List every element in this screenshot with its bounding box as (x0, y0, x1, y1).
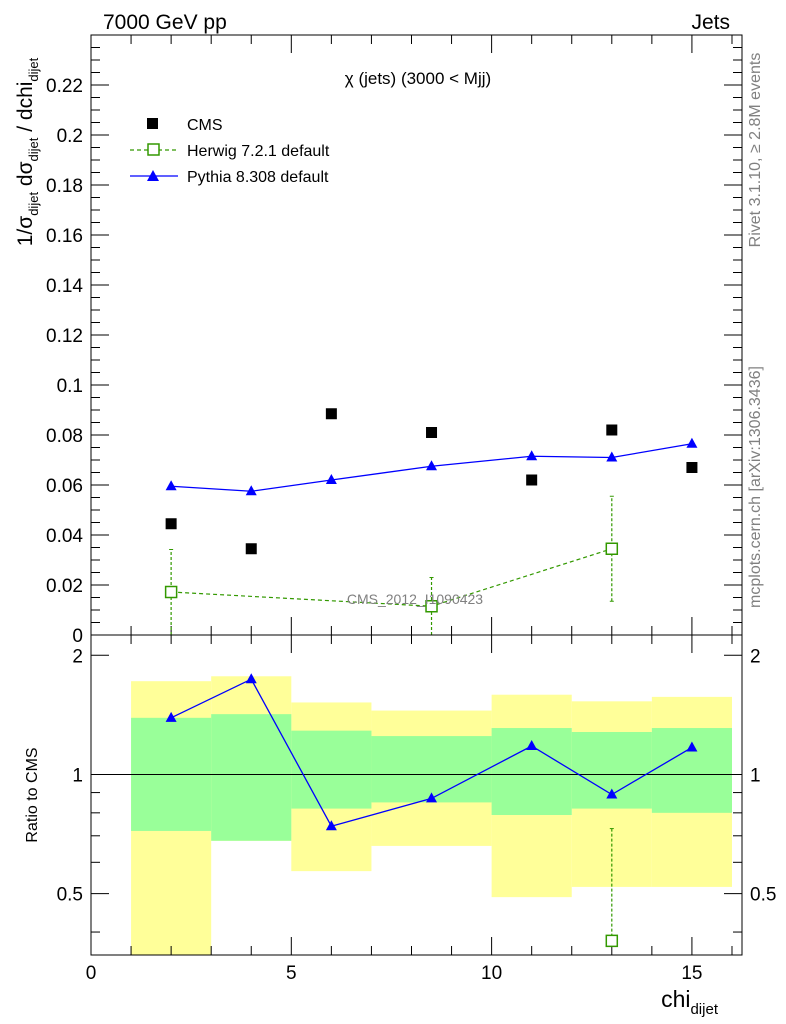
pythia-point (606, 451, 618, 462)
x-axis-label: chidijet (661, 986, 719, 1018)
ylabel-sub3: dijet (26, 57, 41, 81)
legend-herwig-label: Herwig 7.2.1 default (187, 143, 330, 160)
top-y-tick-label: 0.16 (46, 226, 83, 247)
cms-point (426, 427, 438, 438)
bottom-y-tick-label-left: 0.5 (57, 885, 83, 906)
bottom-panel: 0.5 0.5 1 1 2 2 0 5 10 15 (57, 634, 776, 984)
pythia-point (165, 480, 177, 491)
top-y-tick-label: 0.04 (46, 526, 83, 547)
legend: CMS Herwig 7.2.1 default Pythia 8.308 de… (130, 117, 330, 186)
x-tick-label: 0 (86, 963, 97, 984)
ratio-pythia-point (426, 792, 438, 803)
ylabel-mid: dσ (14, 161, 37, 192)
rivet-label: Rivet 3.1.10, ≥ 2.8M events (747, 53, 764, 248)
bottom-y-tick-label-right: 0.5 (750, 885, 776, 906)
legend-herwig-marker (147, 143, 160, 156)
herwig-point (605, 542, 619, 555)
pythia-point (526, 450, 538, 461)
top-panel-title: χ (jets) (3000 < Mjj) (345, 69, 491, 88)
band-green (291, 730, 372, 809)
legend-cms-marker (147, 118, 158, 129)
ratio-pythia-point (165, 711, 177, 722)
ylabel-suffix: / dchi (14, 82, 37, 138)
legend-pythia-label: Pythia 8.308 default (187, 169, 329, 186)
bottom-frame (90, 634, 743, 956)
herwig-point (425, 600, 438, 613)
pythia-point (686, 437, 698, 448)
cms-point (526, 474, 538, 486)
cms-point (165, 518, 177, 530)
bottom-y-tick-label-right: 1 (750, 765, 761, 786)
x-tick-label: 15 (681, 963, 702, 984)
pythia-point (426, 460, 438, 471)
header-left: 7000 GeV pp (103, 11, 227, 34)
cms-point (686, 462, 698, 473)
ratio-herwig-point (605, 934, 619, 948)
pythia-point (325, 474, 337, 484)
top-y-tick-label: 0.12 (46, 326, 83, 347)
ratio-pythia-point (606, 788, 618, 799)
top-y-tick-label: 0.02 (46, 576, 83, 597)
band-green (371, 736, 492, 803)
cms-point (606, 424, 618, 436)
legend-cms-label: CMS (187, 117, 223, 134)
legend-pythia-marker (147, 170, 159, 181)
cms-point (245, 543, 257, 555)
x-tick-label: 10 (481, 963, 502, 984)
ratio-pythia-point (325, 820, 337, 831)
bottom-y-axis-label: Ratio to CMS (24, 747, 41, 842)
bottom-y-tick-label-left: 2 (72, 646, 83, 667)
cms-point (325, 408, 337, 420)
bottom-y-tick-label-left: 1 (72, 765, 83, 786)
ratio-pythia-point (245, 673, 257, 684)
ylabel-sub2: dijet (26, 137, 41, 161)
ratio-pythia-point (686, 741, 698, 752)
top-y-tick-label: 0.22 (46, 76, 83, 97)
top-y-axis-label: 1/σdijet dσdijet / dchidijet (14, 57, 41, 246)
top-y-tick-label: 0.14 (46, 276, 83, 297)
top-y-tick-label: 0.2 (57, 126, 83, 147)
top-y-tick-label: 0.08 (46, 426, 83, 447)
herwig-point (164, 585, 178, 599)
top-y-tick-label: 0.06 (46, 476, 83, 497)
band-green (211, 714, 292, 841)
ratio-pythia-point (526, 739, 538, 750)
xlabel-sub: dijet (690, 1001, 718, 1018)
analysis-watermark: CMS_2012_I1090423 (347, 591, 483, 607)
top-panel: 0 0.02 0.04 0.06 0.08 0.1 0.12 0.14 0.16 0.18 0.2 0… (46, 34, 743, 647)
x-tick-label: 5 (286, 963, 297, 984)
header-right: Jets (691, 11, 730, 34)
ylabel-prefix: 1/σ (14, 216, 37, 247)
top-y-tick-label: 0.1 (57, 376, 83, 397)
top-y-tick-label: 0.18 (46, 176, 83, 197)
top-y-tick-label: 0 (72, 626, 83, 647)
bottom-y-tick-label-right: 2 (750, 646, 761, 667)
band-green (651, 728, 732, 813)
pythia-point (245, 485, 257, 496)
ylabel-sub1: dijet (26, 192, 41, 216)
xlabel-main: chi (661, 986, 690, 1012)
mcplots-label: mcplots.cern.ch [arXiv:1306.3436] (747, 366, 764, 608)
